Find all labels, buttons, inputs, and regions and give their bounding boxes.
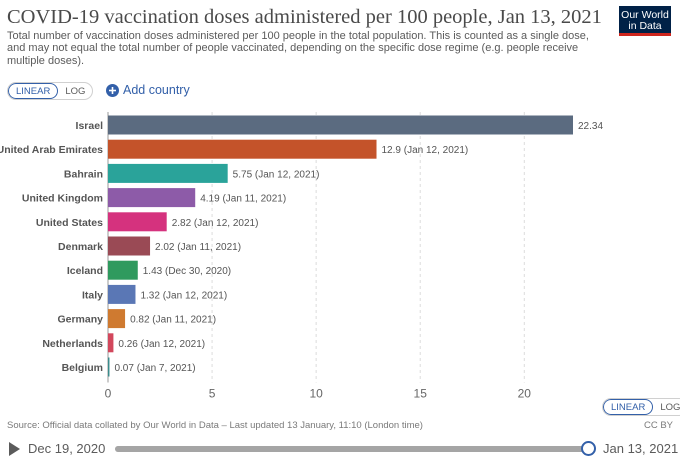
timeline-track[interactable] <box>115 446 589 452</box>
x-tick-label: 5 <box>209 387 216 401</box>
value-label: 0.82 (Jan 11, 2021) <box>130 315 216 326</box>
value-label: 2.82 (Jan 12, 2021) <box>172 218 259 229</box>
chart-subtitle: Total number of vaccination doses admini… <box>7 30 589 67</box>
bar-united-kingdom <box>108 188 196 208</box>
plus-circle-icon <box>106 83 119 97</box>
timeline: Dec 19, 2020 Jan 13, 2021 <box>0 438 680 460</box>
logo-line-2: in Data <box>628 20 662 32</box>
category-label: United States <box>36 217 103 229</box>
bar-israel <box>108 115 573 135</box>
bar-chart: 0 5 10 15 20 Israel 22.34 United Arab Emirates 1… <box>0 112 603 401</box>
category-label: Israel <box>76 120 104 132</box>
bar-denmark <box>108 236 151 256</box>
category-label: Bahrain <box>64 168 103 180</box>
linear-scale-button[interactable]: LINEAR <box>8 83 59 99</box>
timeline-handle[interactable] <box>581 441 596 456</box>
x-tick-label: 20 <box>518 387 532 401</box>
value-label: 1.32 (Jan 12, 2021) <box>140 290 227 301</box>
value-label: 1.43 (Dec 30, 2020) <box>143 266 231 277</box>
source-note: Source: Official data collated by Our Wo… <box>7 420 423 431</box>
value-label: 0.26 (Jan 12, 2021) <box>118 339 205 350</box>
play-icon[interactable] <box>9 442 20 456</box>
chart-title: COVID-19 vaccination doses administered … <box>7 6 602 28</box>
x-tick-label: 15 <box>414 387 428 401</box>
value-label: 2.02 (Jan 11, 2021) <box>155 242 241 253</box>
axis-scale-toggle: LINEAR LOG <box>602 398 680 416</box>
x-tick-label: 0 <box>105 387 112 401</box>
logo-line-1: Our World <box>621 9 669 21</box>
bar-netherlands <box>108 333 114 353</box>
add-country-label: Add country <box>123 83 190 97</box>
axis-linear-button[interactable]: LINEAR <box>603 399 654 415</box>
timeline-range <box>115 446 589 452</box>
bar-germany <box>108 309 126 329</box>
bar-belgium <box>108 357 110 377</box>
bar-united-states <box>108 212 167 232</box>
scale-toggle: LINEAR LOG <box>7 82 94 100</box>
bar-united-arab-emirates <box>108 139 377 159</box>
axis-log-button[interactable]: LOG <box>660 401 680 413</box>
category-label: Netherlands <box>42 338 103 350</box>
timeline-start-date: Dec 19, 2020 <box>28 441 106 456</box>
value-label: 0.07 (Jan 7, 2021) <box>114 363 195 374</box>
category-label: United Kingdom <box>22 193 103 205</box>
add-country-button[interactable]: Add country <box>106 83 190 97</box>
bar-iceland <box>108 260 138 280</box>
category-label: Belgium <box>62 362 103 374</box>
license-link[interactable]: CC BY <box>643 420 673 431</box>
timeline-end-date: Jan 13, 2021 <box>603 441 679 456</box>
category-label: Italy <box>82 289 103 301</box>
x-tick-label: 10 <box>309 387 323 401</box>
owid-logo[interactable]: Our World in Data <box>619 6 671 36</box>
value-label: 4.19 (Jan 11, 2021) <box>200 194 286 205</box>
log-scale-button[interactable]: LOG <box>65 85 86 97</box>
category-label: Germany <box>57 314 103 326</box>
bar-bahrain <box>108 163 228 183</box>
category-label: Iceland <box>67 265 103 277</box>
value-label: 22.34 <box>578 121 603 132</box>
logo-accent-bar <box>619 33 671 36</box>
category-label: United Arab Emirates <box>0 144 103 156</box>
category-label: Denmark <box>58 241 103 253</box>
value-label: 12.9 (Jan 12, 2021) <box>382 145 469 156</box>
bar-italy <box>108 284 136 304</box>
value-label: 5.75 (Jan 12, 2021) <box>233 169 320 180</box>
